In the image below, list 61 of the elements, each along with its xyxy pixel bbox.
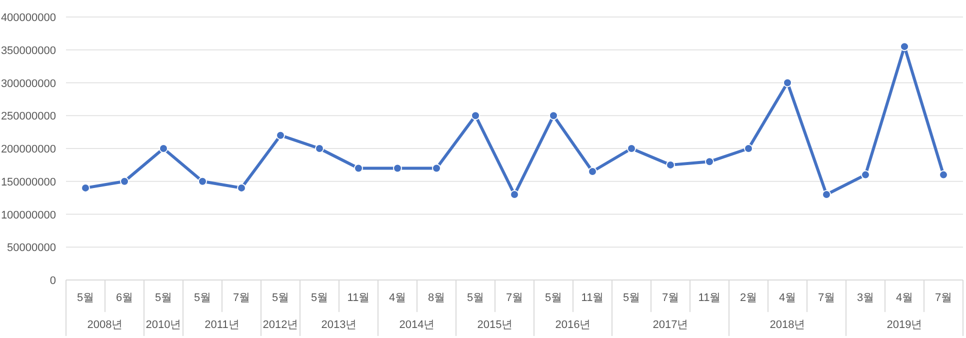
x-tick-label: 11월 bbox=[581, 292, 604, 304]
x-tick-label: 5월 bbox=[154, 292, 172, 304]
x-tick-label: 5월 bbox=[622, 292, 640, 304]
text: 2019년 bbox=[886, 319, 922, 331]
point bbox=[627, 144, 636, 153]
text: 2017년 bbox=[652, 319, 688, 331]
y-tick-label: 100000000 bbox=[0, 209, 56, 222]
point bbox=[783, 78, 792, 88]
point bbox=[549, 111, 558, 120]
y-tick-label: 300000000 bbox=[0, 78, 56, 90]
x-tick-label: 8월 bbox=[428, 292, 446, 304]
y-tick-label: 250000000 bbox=[0, 110, 56, 123]
point bbox=[237, 183, 246, 192]
y-tick-label: 50000000 bbox=[7, 242, 56, 254]
y-tick-label: 150000000 bbox=[0, 176, 56, 188]
x-tick-label: 4월 bbox=[896, 292, 914, 304]
y-tick-label: 400000000 bbox=[0, 12, 56, 24]
text: 2013년 bbox=[321, 319, 357, 331]
text: 2016년 bbox=[555, 319, 591, 331]
point bbox=[159, 144, 168, 153]
text: 2012년 bbox=[262, 319, 298, 331]
x-tick-label: 7월 bbox=[662, 292, 680, 304]
x-tick-label: 5월 bbox=[544, 292, 562, 304]
point bbox=[120, 176, 129, 186]
point bbox=[744, 144, 753, 153]
x-tick-label: 7월 bbox=[934, 292, 952, 304]
x-tick-label: 5월 bbox=[272, 292, 290, 304]
x-tick-label: 7월 bbox=[232, 292, 250, 304]
point bbox=[393, 164, 402, 173]
text: 2010년 bbox=[146, 319, 182, 331]
point bbox=[861, 170, 870, 180]
y-tick-label: 0 bbox=[50, 275, 56, 287]
text: 2011년 bbox=[204, 319, 240, 331]
text: 2018년 bbox=[770, 319, 806, 331]
point bbox=[471, 111, 480, 120]
y-tick-label: 350000000 bbox=[0, 44, 56, 57]
text: 2008년 bbox=[87, 319, 123, 331]
x-tick-label: 11월 bbox=[698, 292, 721, 304]
x-tick-label: 5월 bbox=[466, 292, 484, 304]
x-tick-label: 7월 bbox=[506, 292, 524, 304]
x-tick-label: 3월 bbox=[856, 292, 874, 304]
point bbox=[939, 170, 948, 180]
point bbox=[276, 130, 285, 140]
x-tick-label: 7월 bbox=[818, 292, 836, 304]
point bbox=[900, 42, 909, 52]
point bbox=[354, 164, 363, 173]
x-tick-label: 4월 bbox=[778, 292, 796, 304]
point bbox=[432, 164, 441, 173]
x-tick-label: 5월 bbox=[310, 292, 328, 304]
x-tick-label: 5월 bbox=[76, 292, 94, 304]
x-tick-label: 11월 bbox=[347, 292, 370, 304]
text: 2015년 bbox=[477, 319, 513, 331]
text: 2014년 bbox=[399, 319, 435, 331]
x-tick-label: 2월 bbox=[740, 292, 758, 304]
x-tick-label: 5월 bbox=[194, 292, 212, 304]
point bbox=[705, 157, 714, 166]
x-tick-label: 4월 bbox=[388, 292, 406, 304]
y-tick-label: 200000000 bbox=[0, 144, 56, 156]
point bbox=[315, 144, 324, 153]
point bbox=[198, 176, 207, 186]
x-tick-label: 6월 bbox=[116, 292, 134, 304]
